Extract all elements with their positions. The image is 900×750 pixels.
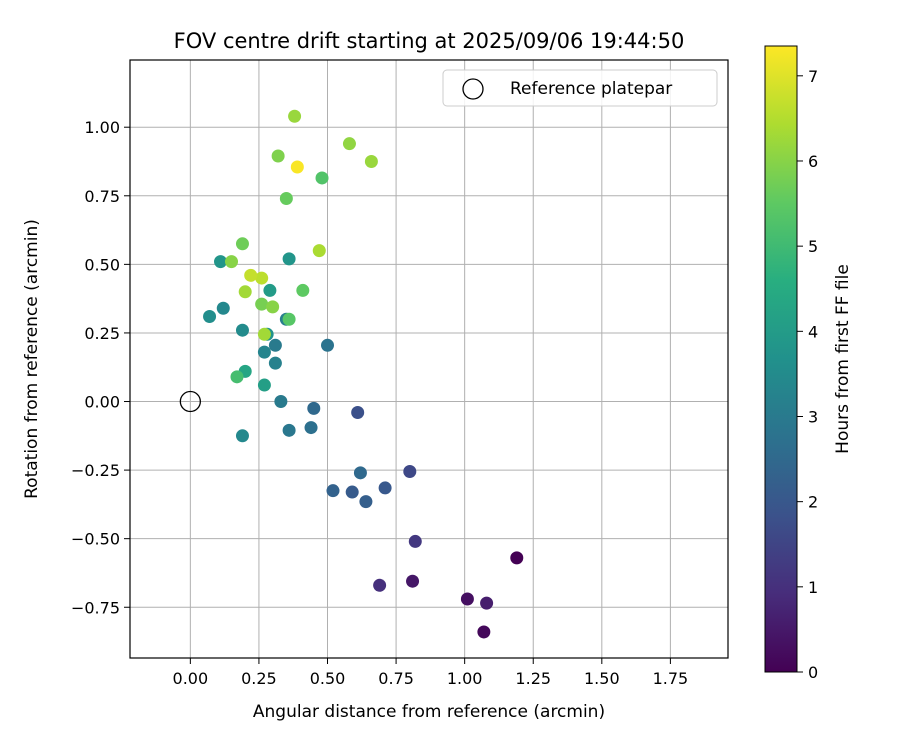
y-tick-label: −0.50 — [71, 530, 120, 549]
data-point — [510, 551, 524, 565]
data-point — [255, 297, 269, 311]
data-point — [345, 485, 359, 499]
y-tick-label: 0.25 — [84, 324, 120, 343]
data-point — [408, 534, 422, 548]
data-point — [235, 429, 249, 443]
data-point — [235, 323, 249, 337]
data-point — [282, 423, 296, 437]
y-tick-label: 0.00 — [84, 393, 120, 412]
colorbar-gradient — [764, 45, 798, 673]
colorbar-tick-label: 5 — [808, 237, 818, 256]
plot-frame — [129, 59, 729, 659]
data-point — [351, 405, 365, 419]
data-point — [460, 592, 474, 606]
grid — [130, 60, 728, 658]
x-axis-ticks: 0.00 0.25 0.50 0.75 1.00 1.25 1.50 1.75 — [173, 658, 689, 688]
data-point — [244, 268, 258, 282]
colorbar-tick-label: 2 — [808, 493, 818, 512]
colorbar-ticks: 0 1 2 3 4 5 6 7 — [797, 67, 818, 682]
x-tick-label: 0.50 — [310, 669, 346, 688]
data-point — [378, 481, 392, 495]
x-tick-label: 0.25 — [241, 669, 277, 688]
data-point — [359, 495, 373, 509]
y-tick-label: −0.25 — [71, 461, 120, 480]
data-point — [271, 149, 285, 163]
data-point — [257, 378, 271, 392]
data-point — [255, 271, 269, 285]
data-point — [307, 401, 321, 415]
data-point — [274, 395, 288, 409]
y-tick-label: 0.50 — [84, 255, 120, 274]
colorbar-tick-label: 0 — [808, 663, 818, 682]
data-point — [353, 466, 367, 480]
legend-label-reference: Reference platepar — [510, 79, 672, 99]
data-point — [296, 283, 310, 297]
y-tick-label: −0.75 — [71, 598, 120, 617]
colorbar-tick-label: 7 — [808, 67, 818, 86]
colorbar-tick-label: 4 — [808, 322, 818, 341]
data-point — [403, 464, 417, 478]
y-tick-label: 1.00 — [84, 118, 120, 137]
data-point — [266, 300, 280, 314]
data-point — [480, 596, 494, 610]
data-point — [235, 237, 249, 251]
data-point — [238, 285, 252, 299]
data-point — [477, 625, 491, 639]
colorbar: 0 1 2 3 4 5 6 7 Hours from first FF file — [764, 45, 853, 682]
data-point — [203, 309, 217, 323]
data-point — [342, 137, 356, 151]
data-point — [257, 345, 271, 359]
legend: Reference platepar — [442, 69, 718, 107]
colorbar-tick-label: 6 — [808, 152, 818, 171]
data-point — [304, 421, 318, 435]
colorbar-tick-label: 3 — [808, 407, 818, 426]
plot-area — [130, 60, 728, 658]
data-point — [279, 192, 293, 206]
data-point — [268, 356, 282, 370]
data-point — [216, 301, 230, 315]
y-axis-ticks: −0.75 −0.50 −0.25 0.00 0.25 0.50 0.75 1.00 — [71, 118, 130, 617]
data-point — [364, 154, 378, 168]
data-point — [230, 370, 244, 384]
reference-point — [179, 390, 201, 413]
data-point — [224, 255, 238, 269]
data-point — [282, 312, 296, 326]
data-point — [326, 484, 340, 498]
y-axis-label: Rotation from reference (arcmin) — [22, 219, 42, 499]
x-tick-label: 0.75 — [378, 669, 414, 688]
data-point — [263, 283, 277, 297]
legend-box — [442, 69, 718, 107]
x-tick-label: 1.25 — [515, 669, 551, 688]
data-point — [373, 578, 387, 592]
chart-title: FOV centre drift starting at 2025/09/06 … — [174, 29, 685, 53]
x-tick-label: 1.75 — [653, 669, 689, 688]
x-tick-label: 1.50 — [584, 669, 620, 688]
data-points — [203, 109, 524, 639]
data-point — [290, 160, 304, 174]
x-tick-label: 0.00 — [173, 669, 209, 688]
x-tick-label: 1.00 — [447, 669, 483, 688]
data-point — [406, 574, 420, 588]
x-axis-label: Angular distance from reference (arcmin) — [253, 702, 605, 722]
data-point — [257, 327, 271, 341]
data-point — [282, 252, 296, 266]
colorbar-label: Hours from first FF file — [833, 264, 853, 454]
reference-layer — [179, 390, 201, 413]
data-point — [321, 338, 335, 352]
data-point — [268, 338, 282, 352]
data-point — [312, 244, 326, 258]
data-point — [315, 171, 329, 185]
data-point — [214, 255, 228, 269]
colorbar-tick-label: 1 — [808, 578, 818, 597]
legend-marker-reference — [462, 78, 484, 100]
data-point — [288, 109, 302, 123]
y-tick-label: 0.75 — [84, 187, 120, 206]
